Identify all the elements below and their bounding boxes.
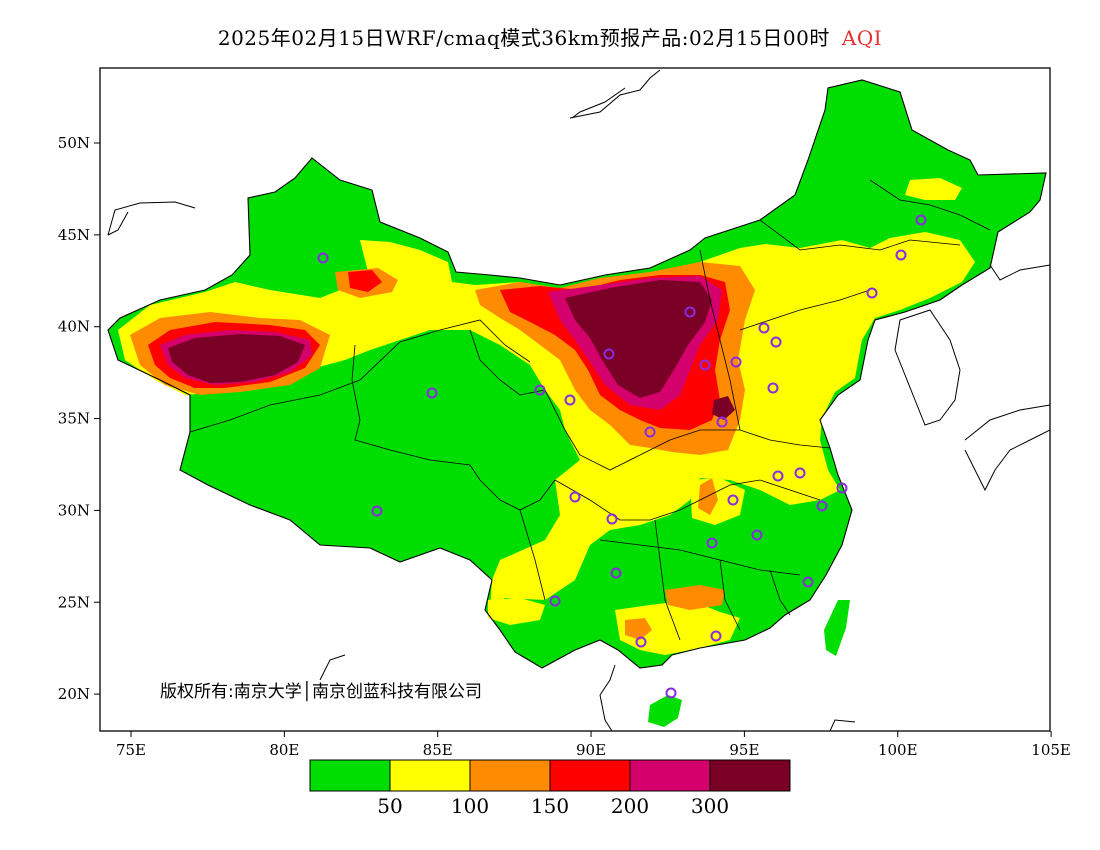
hainan-island <box>648 695 682 727</box>
station-marker <box>684 306 696 318</box>
map-title: 2025年02月15日WRF/cmaq模式36km预报产品:02月15日00时 A… <box>0 22 1100 51</box>
station-marker <box>794 467 806 479</box>
station-marker <box>730 356 742 368</box>
station-marker <box>866 287 878 299</box>
copyright-text: 版权所有:南京大学│南京创蓝科技有限公司 <box>160 681 482 702</box>
legend-swatch <box>710 760 790 791</box>
taiwan-island <box>824 600 850 656</box>
title-variable: AQI <box>841 26 883 50</box>
station-marker <box>767 382 779 394</box>
station-marker <box>549 595 561 607</box>
x-tick-label: 95E <box>729 741 759 759</box>
x-axis: 75E80E85E90E95E100E105E110E115E120E125E1… <box>116 731 1071 759</box>
station-marker <box>770 336 782 348</box>
station-marker <box>610 567 622 579</box>
aqi-region-usg-guangxi <box>665 585 725 610</box>
y-tick-label: 40N <box>58 318 90 336</box>
aqi-region-moderate <box>118 232 975 610</box>
x-tick-label: 85E <box>423 741 453 759</box>
legend-swatch <box>310 760 390 791</box>
station-marker <box>727 494 739 506</box>
station-marker <box>371 505 383 517</box>
station-marker <box>699 359 711 371</box>
x-tick-label: 105E <box>1031 741 1071 759</box>
station-marker <box>816 500 828 512</box>
station-marker <box>751 529 763 541</box>
aqi-region-hazardous-henan <box>712 396 735 420</box>
plot-area: 版权所有:南京大学│南京创蓝科技有限公司 <box>107 69 1050 731</box>
legend-label: 150 <box>531 794 569 818</box>
legend-swatch <box>390 760 470 791</box>
station-marker <box>758 322 770 334</box>
station-marker <box>644 426 656 438</box>
station-marker <box>635 636 647 648</box>
title-main: 2025年02月15日WRF/cmaq模式36km预报产品:02月15日00时 <box>217 26 830 50</box>
legend-swatch <box>550 760 630 791</box>
monitoring-stations <box>317 214 927 699</box>
x-tick-label: 90E <box>576 741 606 759</box>
aqi-region-moderate-ne <box>905 178 962 200</box>
y-tick-label: 30N <box>58 501 90 519</box>
aqi-region-moderate-yunnan <box>488 598 545 625</box>
station-marker <box>895 249 907 261</box>
aqi-region-hazardous-xinjiang <box>168 334 305 383</box>
station-marker <box>564 394 576 406</box>
neighbour-coastlines <box>107 69 1050 731</box>
china-outline <box>107 79 1047 669</box>
legend-label: 50 <box>377 794 402 818</box>
station-marker <box>802 576 814 588</box>
station-marker <box>317 252 329 264</box>
aqi-region-unhealthy-tianshan <box>348 270 382 292</box>
y-axis: 50N 45N 40N 35N 30N 25N 20N <box>58 134 100 703</box>
station-marker <box>716 416 728 428</box>
station-marker <box>426 387 438 399</box>
x-tick-label: 100E <box>878 741 918 759</box>
aqi-legend: 50 100 150 200 300 <box>309 759 791 818</box>
station-marker <box>915 214 927 226</box>
station-marker <box>772 470 784 482</box>
legend-label: 300 <box>691 794 729 818</box>
station-marker <box>569 491 581 503</box>
y-tick-label: 25N <box>58 593 90 611</box>
x-tick-label: 80E <box>269 741 299 759</box>
legend-label: 200 <box>611 794 649 818</box>
legend-label: 100 <box>451 794 489 818</box>
y-tick-label: 35N <box>58 410 90 428</box>
y-tick-label: 20N <box>58 685 90 703</box>
station-marker <box>706 537 718 549</box>
y-tick-label: 50N <box>58 134 90 152</box>
aqi-region-hazardous-north <box>565 280 712 398</box>
x-tick-label: 75E <box>116 741 146 759</box>
plot-frame <box>99 67 1051 732</box>
station-marker <box>603 348 615 360</box>
legend-swatch <box>630 760 710 791</box>
station-marker <box>665 687 677 699</box>
aqi-region-usg-hubei <box>698 478 718 515</box>
y-tick-label: 45N <box>58 226 90 244</box>
station-marker <box>534 384 546 396</box>
legend-swatch <box>470 760 550 791</box>
aqi-region-usg-guangdong <box>625 618 652 640</box>
station-marker <box>710 630 722 642</box>
station-marker <box>606 513 618 525</box>
station-marker <box>836 482 848 494</box>
